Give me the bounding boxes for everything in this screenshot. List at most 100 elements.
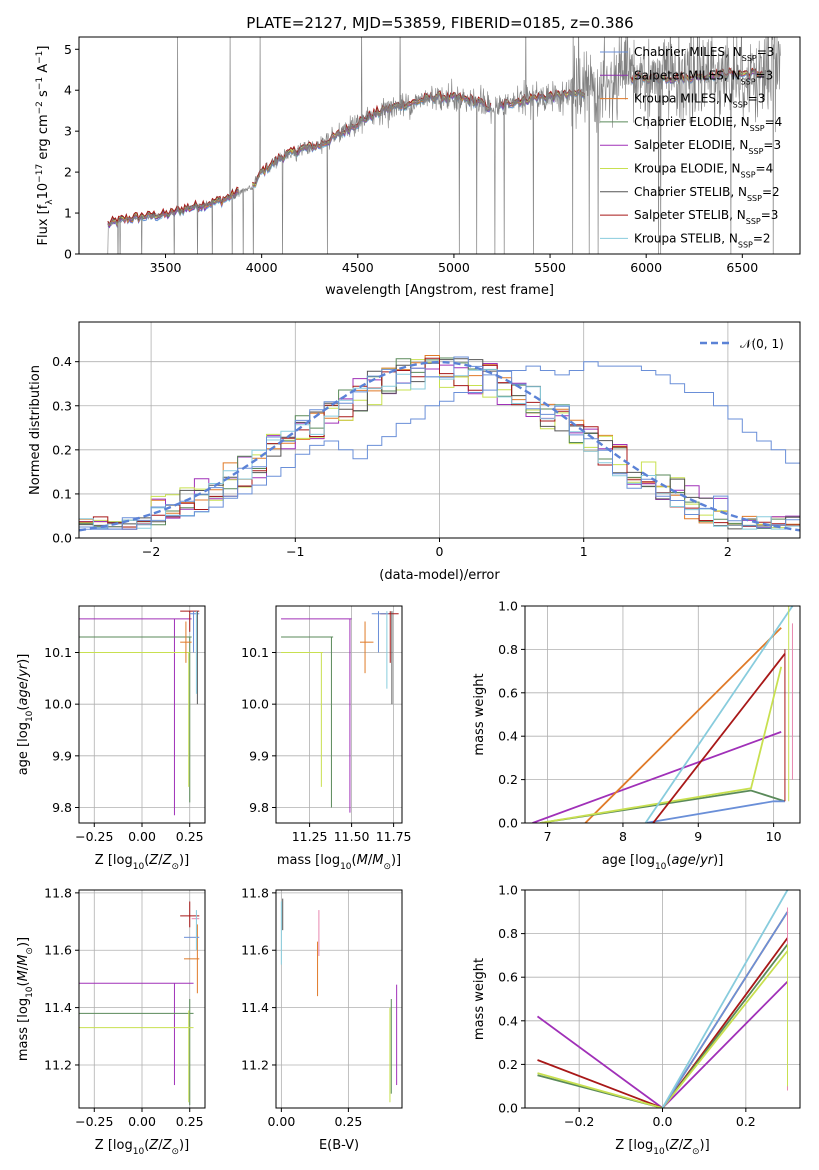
axes-age-vs-mass: 11.25 11.50 11.75 9.8 9.9 10.0 10.1 mass [log10… [241,605,412,872]
y-tick-label: 0.0 [498,1101,518,1116]
x-tick-label: 0.00 [128,829,156,844]
plot-area [276,890,402,1108]
y-tick-label: 10.0 [241,697,269,712]
x-axis-label: age [log10(age/yr)] [602,853,724,872]
y-tick-label: 11.8 [44,885,72,900]
x-axis-label: E(B-V) [319,1138,359,1153]
legend-entry: Salpeter MILES, NSSP=3 [634,68,773,86]
y-tick-label: 0.0 [52,531,72,546]
legend-entry: Chabrier MILES, NSSP=3 [634,45,774,63]
weight-line [661,911,789,1108]
plot-area [79,606,205,823]
axes-frame [524,605,801,824]
y-tick-label: 0.6 [498,685,518,700]
hist-step [79,356,800,530]
plot-area [525,606,800,823]
weight-line [537,950,789,1108]
weight-line [539,666,783,823]
y-tick-label: 10.1 [241,645,269,660]
y-axis-label: Normed distribution [28,365,43,495]
y-tick-label: 11.2 [241,1057,269,1072]
y-tick-label: 1 [64,206,72,221]
y-tick-label: 1.0 [498,883,518,898]
axes-spectrum: 3500 4000 4500 5000 5500 6000 6500 0 1 2 3 4 5 wavele… [35,36,801,298]
x-axis-label: (data-model)/error [379,568,500,583]
axes-frame [275,605,403,824]
x-tick-label: −1 [286,544,304,559]
y-tick-label: 0.4 [52,354,72,369]
plot-area [276,606,402,823]
axes-mass-vs-EBV: 0.00 0.25 11.2 11.4 11.6 11.8 E(B-V) [241,885,403,1153]
y-tick-label: 1.0 [498,599,518,614]
x-tick-label: 0.00 [128,1114,156,1129]
x-axis-label: wavelength [Angstrom, rest frame] [325,283,554,298]
y-axis-label: Flux [fλ10−17 erg cm−2 s−1 A−1] [35,46,55,246]
y-tick-label: 0.6 [498,970,518,985]
x-tick-label: 7 [544,829,552,844]
y-tick-label: 11.4 [241,1000,269,1015]
x-tick-label: −2 [142,544,160,559]
y-tick-label: 10.0 [44,697,72,712]
x-tick-label: 11.75 [376,829,412,844]
axes-age-vs-Z: −0.25 0.00 0.25 9.8 9.9 10.0 10.1 Z [log10(Z/Z⊙… [16,605,206,872]
weight-line [652,653,786,823]
weight-line [532,731,782,823]
weight-line [644,606,794,823]
weight-line [536,980,789,1108]
legend-entry: Chabrier ELODIE, NSSP=4 [634,115,782,132]
plot-area [525,890,800,1108]
hist-step [79,359,800,529]
plot-area [79,890,205,1108]
y-axis-label: age [log10(age/yr)] [16,654,35,776]
plot-area [79,322,800,538]
x-tick-label: 0.0 [653,1114,673,1129]
y-tick-label: 0.1 [52,486,72,501]
gaussian-curve [79,360,800,532]
y-tick-label: 9.8 [52,800,72,815]
axes-frame [78,36,801,255]
y-axis-label: mass [log10(M/M⊙)] [16,937,35,1061]
axes-mass-vs-Z: −0.25 0.00 0.25 11.2 11.4 11.6 11.8 Z [log10(Z/… [16,885,206,1157]
y-tick-label: 10.1 [44,645,72,660]
x-tick-label: 9 [694,829,702,844]
x-tick-label: 0.00 [267,1114,295,1129]
y-tick-label: 0.4 [498,729,518,744]
x-tick-label: 4000 [246,260,278,275]
x-tick-label: −0.25 [75,1114,113,1129]
x-tick-label: 11.25 [292,829,328,844]
legend-entry: Salpeter STELIB, NSSP=3 [634,208,778,226]
plot-area [107,37,781,254]
x-tick-label: 10 [766,829,782,844]
y-tick-label: 9.9 [249,748,269,763]
y-axis-label: mass weight [472,673,487,755]
y-tick-label: 11.6 [241,943,269,958]
y-tick-label: 0.8 [498,926,518,941]
y-tick-label: 0 [64,247,72,262]
y-tick-label: 0.0 [498,816,518,831]
weight-line [537,937,789,1108]
legend-entry: Kroupa ELODIE, NSSP=4 [634,162,773,180]
weight-line [661,890,789,1108]
weight-line [645,800,785,823]
x-tick-label: 6000 [630,260,662,275]
y-tick-label: 11.6 [44,943,72,958]
x-tick-label: 1 [580,544,588,559]
y-tick-label: 9.8 [249,800,269,815]
y-tick-label: 9.9 [52,748,72,763]
x-tick-label: 3500 [150,260,182,275]
y-tick-label: 2 [64,165,72,180]
x-tick-label: 2 [724,544,732,559]
x-tick-label: 11.50 [334,829,370,844]
x-axis-label: Z [log10(Z/Z⊙)] [95,1138,189,1157]
x-tick-label: 0.25 [176,1114,204,1129]
x-tick-label: 0.25 [334,1114,362,1129]
legend-entry: Kroupa STELIB, NSSP=2 [634,231,771,249]
y-tick-label: 11.2 [44,1057,72,1072]
x-tick-label: 0.2 [736,1114,756,1129]
y-tick-label: 5 [64,42,72,57]
y-tick-label: 0.2 [498,1057,518,1072]
y-tick-label: 11.8 [241,885,269,900]
y-axis-label: mass weight [472,958,487,1040]
x-tick-label: −0.2 [564,1114,594,1129]
